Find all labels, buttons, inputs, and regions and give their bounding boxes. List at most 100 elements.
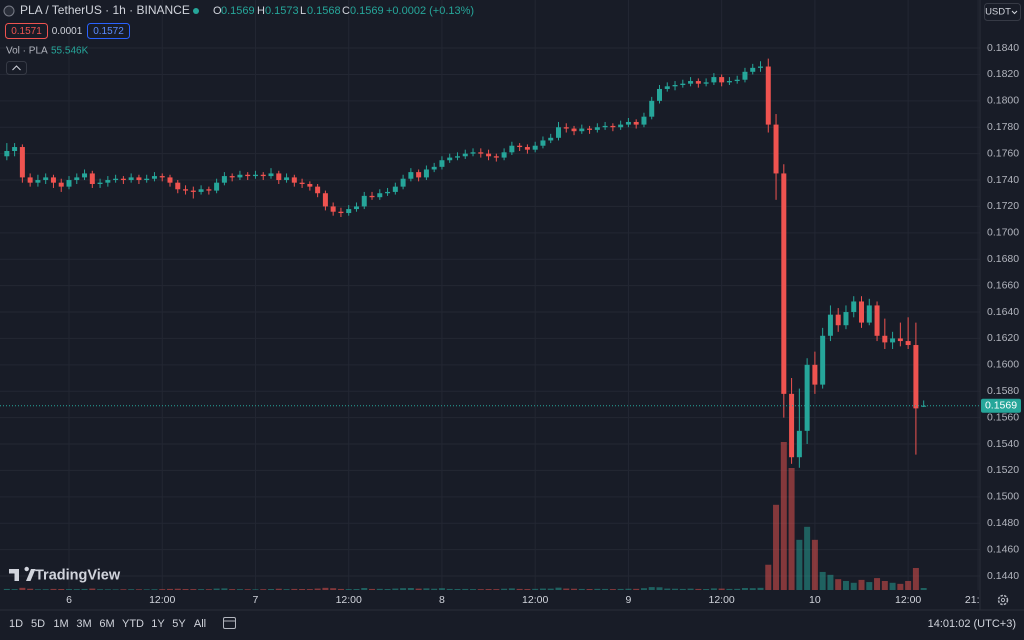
range-button[interactable]: 5Y <box>172 618 186 630</box>
volume-bar <box>477 589 484 590</box>
volume-bar <box>765 564 772 590</box>
volume-bar <box>524 588 531 590</box>
ohlc-value: 0.1569 <box>350 5 384 17</box>
candle-body <box>579 128 585 132</box>
currency-button[interactable] <box>984 3 1021 21</box>
collapse-button[interactable] <box>6 61 27 75</box>
candle-body <box>330 206 336 212</box>
candle-body <box>4 150 10 157</box>
volume-bar <box>104 589 111 590</box>
volume-bar <box>796 539 803 590</box>
volume-bar <box>819 571 826 590</box>
ohlc-value: 0.1569 <box>221 5 255 17</box>
candle-body <box>843 312 849 326</box>
volume-title: Vol · PLA <box>6 46 48 57</box>
symbol-title[interactable]: PLA / TetherUS · 1h · BINANCE <box>20 3 190 17</box>
ask[interactable]: 0.1572 <box>93 26 124 37</box>
volume-bar <box>384 588 391 590</box>
range-button[interactable]: 6M <box>99 618 114 630</box>
candle-body <box>719 77 725 83</box>
candle-body <box>423 169 429 178</box>
volume-bar <box>128 589 135 590</box>
candle-body <box>144 178 150 181</box>
candle-body <box>812 364 818 385</box>
clock[interactable]: 14:01:02 (UTC+3) <box>928 618 1016 630</box>
volume-bar <box>749 588 756 590</box>
change: +0.0002 (+0.13%) <box>386 5 474 17</box>
candle-body <box>346 209 352 214</box>
volume-bar <box>633 588 640 590</box>
ohlc-value: 0.1573 <box>265 5 299 17</box>
volume-bar <box>438 588 445 590</box>
y-tick-label: 0.1680 <box>987 253 1019 265</box>
sell-button[interactable] <box>5 23 48 39</box>
volume-bar <box>920 587 927 590</box>
y-tick-label: 0.1700 <box>987 227 1019 239</box>
volume-bar <box>236 589 243 590</box>
volume-bar <box>268 588 275 590</box>
range-button[interactable]: 3M <box>76 618 91 630</box>
y-tick-label: 0.1800 <box>987 95 1019 107</box>
x-tick-label: 8 <box>439 594 445 606</box>
y-tick-label: 0.1520 <box>987 464 1019 476</box>
candle-body <box>43 177 49 181</box>
candle-body <box>377 193 383 198</box>
candle-body <box>478 152 484 154</box>
volume-bar <box>571 588 578 590</box>
range-button[interactable]: 1M <box>53 618 68 630</box>
range-button[interactable]: 5D <box>31 618 45 630</box>
volume-value: 55.546K <box>51 46 89 57</box>
candle-body <box>431 166 437 170</box>
logo: TradingView <box>35 567 121 583</box>
volume-bar <box>811 539 818 590</box>
volume-bar <box>353 588 360 590</box>
candle-body <box>82 173 88 178</box>
candle-body <box>781 173 787 394</box>
candle-body <box>447 157 453 161</box>
volume-bar <box>532 588 539 590</box>
volume-bar <box>912 567 919 590</box>
volume-bar <box>151 589 158 590</box>
volume-bar <box>221 588 228 590</box>
range-button[interactable]: 1D <box>9 618 23 630</box>
y-tick-label: 0.1460 <box>987 543 1019 555</box>
volume-bar <box>198 589 205 590</box>
volume-bar <box>27 588 34 590</box>
candle-body <box>540 140 546 146</box>
candle-body <box>128 177 134 181</box>
volume-bar <box>369 588 376 590</box>
volume-bar <box>415 588 422 590</box>
volume-bar <box>167 588 174 590</box>
candle-body <box>594 127 600 130</box>
range-button[interactable]: All <box>194 618 206 630</box>
goto-date-icon[interactable] <box>223 617 236 629</box>
volume-bar <box>454 588 461 590</box>
ohlc-label: H <box>257 5 265 17</box>
volume-bar <box>563 588 570 590</box>
range-button[interactable]: YTD <box>122 618 144 630</box>
volume-bar <box>485 588 492 590</box>
candle-body <box>758 66 764 68</box>
volume-bar <box>827 574 834 590</box>
volume-bar <box>897 583 904 590</box>
volume-bar <box>493 589 500 590</box>
candle-body <box>680 83 686 86</box>
volume-bar <box>431 588 438 590</box>
volume-bar <box>135 589 142 590</box>
volume-bar <box>65 589 72 590</box>
buy-button[interactable] <box>87 23 130 39</box>
bid[interactable]: 0.1571 <box>11 26 42 37</box>
candle-body <box>563 127 569 129</box>
candle-body <box>827 314 833 336</box>
volume-bar <box>664 588 671 590</box>
symbol-icon[interactable] <box>3 5 15 17</box>
currency[interactable]: USDT <box>985 7 1011 18</box>
range-button[interactable]: 1Y <box>151 618 165 630</box>
volume-bar <box>330 588 337 590</box>
candle-body <box>136 177 142 181</box>
settings-icon[interactable] <box>997 594 1009 606</box>
candle-body <box>913 345 919 409</box>
time-axis: 6 12:00 7 12:00 8 12:00 9 12:00 10 12:00 21:00 <box>66 594 980 606</box>
volume-bar <box>213 588 220 590</box>
